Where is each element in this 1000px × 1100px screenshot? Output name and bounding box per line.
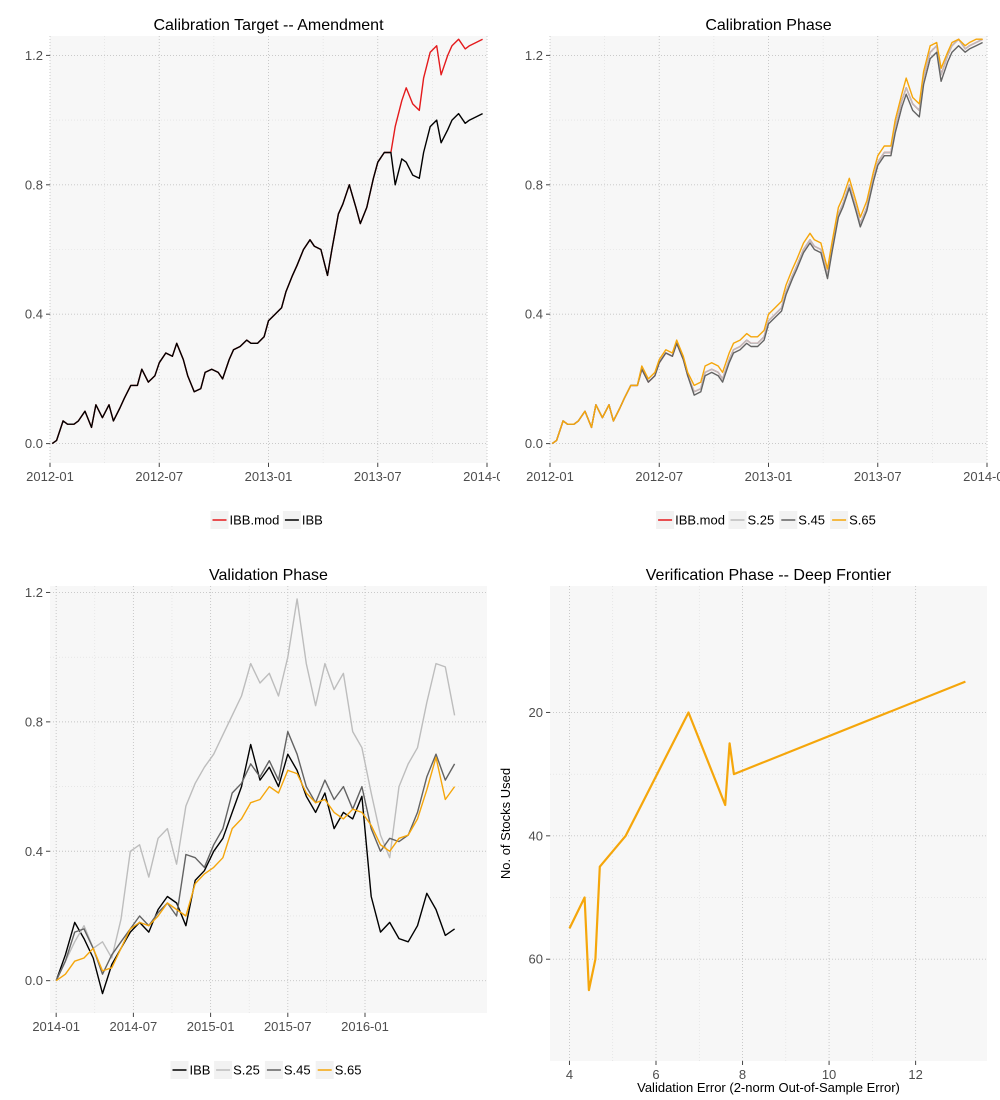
x-tick-label: 2015-01 [187,1019,235,1034]
chart-title: Calibration Phase [705,17,831,34]
gridlines [49,36,488,463]
x-tick-label: 2012-01 [526,469,574,484]
y-tick-label: 0.0 [525,436,543,451]
legend-label-s-45: S.45 [284,1063,311,1078]
legend-label-ibb: IBB [190,1063,211,1078]
gridlines [50,586,487,1013]
x-tick-label: 2012-07 [635,469,683,484]
legend-label-s-65: S.65 [849,513,876,528]
chart-title: Verification Phase -- Deep Frontier [646,567,892,584]
series-line-s-25 [55,598,456,981]
legend: IBB.mod S.25 S.45 S.65 [656,511,876,529]
x-tick-label: 10 [822,1067,836,1082]
plot-background [550,586,987,1061]
x-tick-label: 2014-01 [463,469,500,484]
gridlines [549,36,988,463]
x-tick-label: 2013-01 [245,469,293,484]
y-tick-label: 1.2 [25,48,43,63]
y-tick-label: 1.2 [25,585,43,600]
y-tick-label: 0.4 [25,307,43,322]
x-tick-label: 2016-01 [341,1019,389,1034]
gridlines [550,586,987,1061]
chart-calibration-phase: Calibration Phase 2012-01 2012-07 2013-01 20… [525,17,1000,529]
series-line-s-65 [551,38,983,445]
x-tick-label: 2013-07 [854,469,902,484]
panel-validation-phase: Validation Phase 2014-01 2014-07 2015-01 201… [0,550,500,1100]
x-tick-label: 4 [566,1067,573,1082]
chart-validation-phase: Validation Phase 2014-01 2014-07 2015-01 201… [25,567,487,1079]
x-tick-label: 2012-01 [26,469,74,484]
panel-calibration-target: Calibration Target -- Amendment 2012-01 20… [0,0,500,550]
y-tick-label: 20 [529,705,543,720]
chart-calibration-target: Calibration Target -- Amendment 2012-01 20… [25,17,500,529]
legend: IBB.mod IBB [210,511,323,529]
y-axis-title: No. of Stocks Used [500,768,513,879]
legend-label-ibb: IBB [302,513,323,528]
chart-title: Validation Phase [209,567,328,584]
legend-label-s-65: S.65 [335,1063,362,1078]
legend-label-s-45: S.45 [798,513,825,528]
x-axis-title: Validation Error (2-norm Out-of-Sample E… [637,1080,900,1095]
x-tick-label: 6 [652,1067,659,1082]
y-tick-label: 0.8 [25,714,43,729]
y-tick-label: 0.8 [525,177,543,192]
x-tick-label: 2013-01 [745,469,793,484]
x-tick-label: 8 [739,1067,746,1082]
series-line-s-65 [55,756,456,982]
y-tick-label: 60 [529,952,543,967]
legend: IBB S.25 S.45 S.65 [170,1061,362,1079]
x-tick-label: 2013-07 [354,469,402,484]
legend-label-ibb-mod: IBB.mod [675,513,725,528]
x-tick-label: 2014-07 [110,1019,158,1034]
x-tick-label: 2014-01 [963,469,1000,484]
legend-label-s-25: S.25 [748,513,775,528]
series-line-s-45 [55,730,456,981]
x-tick-label: 12 [908,1067,922,1082]
chart-title: Calibration Target -- Amendment [153,17,384,34]
y-tick-label: 0.0 [25,973,43,988]
y-tick-label: 0.4 [525,307,543,322]
x-tick-label: 2015-07 [264,1019,312,1034]
y-tick-label: 1.2 [525,48,543,63]
legend-label-s-25: S.25 [233,1063,260,1078]
y-tick-label: 0.8 [25,177,43,192]
y-tick-label: 40 [529,828,543,843]
panel-verification-phase: Verification Phase -- Deep Frontier 4 6 8 10… [500,550,1000,1100]
chart-verification-phase: Verification Phase -- Deep Frontier 4 6 8 10… [500,567,987,1095]
series-line-deep-frontier [568,680,966,992]
panel-calibration-phase: Calibration Phase 2012-01 2012-07 2013-01 20… [500,0,1000,550]
series-line-ibb [51,112,483,445]
x-tick-label: 2012-07 [135,469,183,484]
y-tick-label: 0.0 [25,436,43,451]
x-tick-label: 2014-01 [32,1019,80,1034]
legend-label-ibb-mod: IBB.mod [230,513,280,528]
y-tick-label: 0.4 [25,844,43,859]
